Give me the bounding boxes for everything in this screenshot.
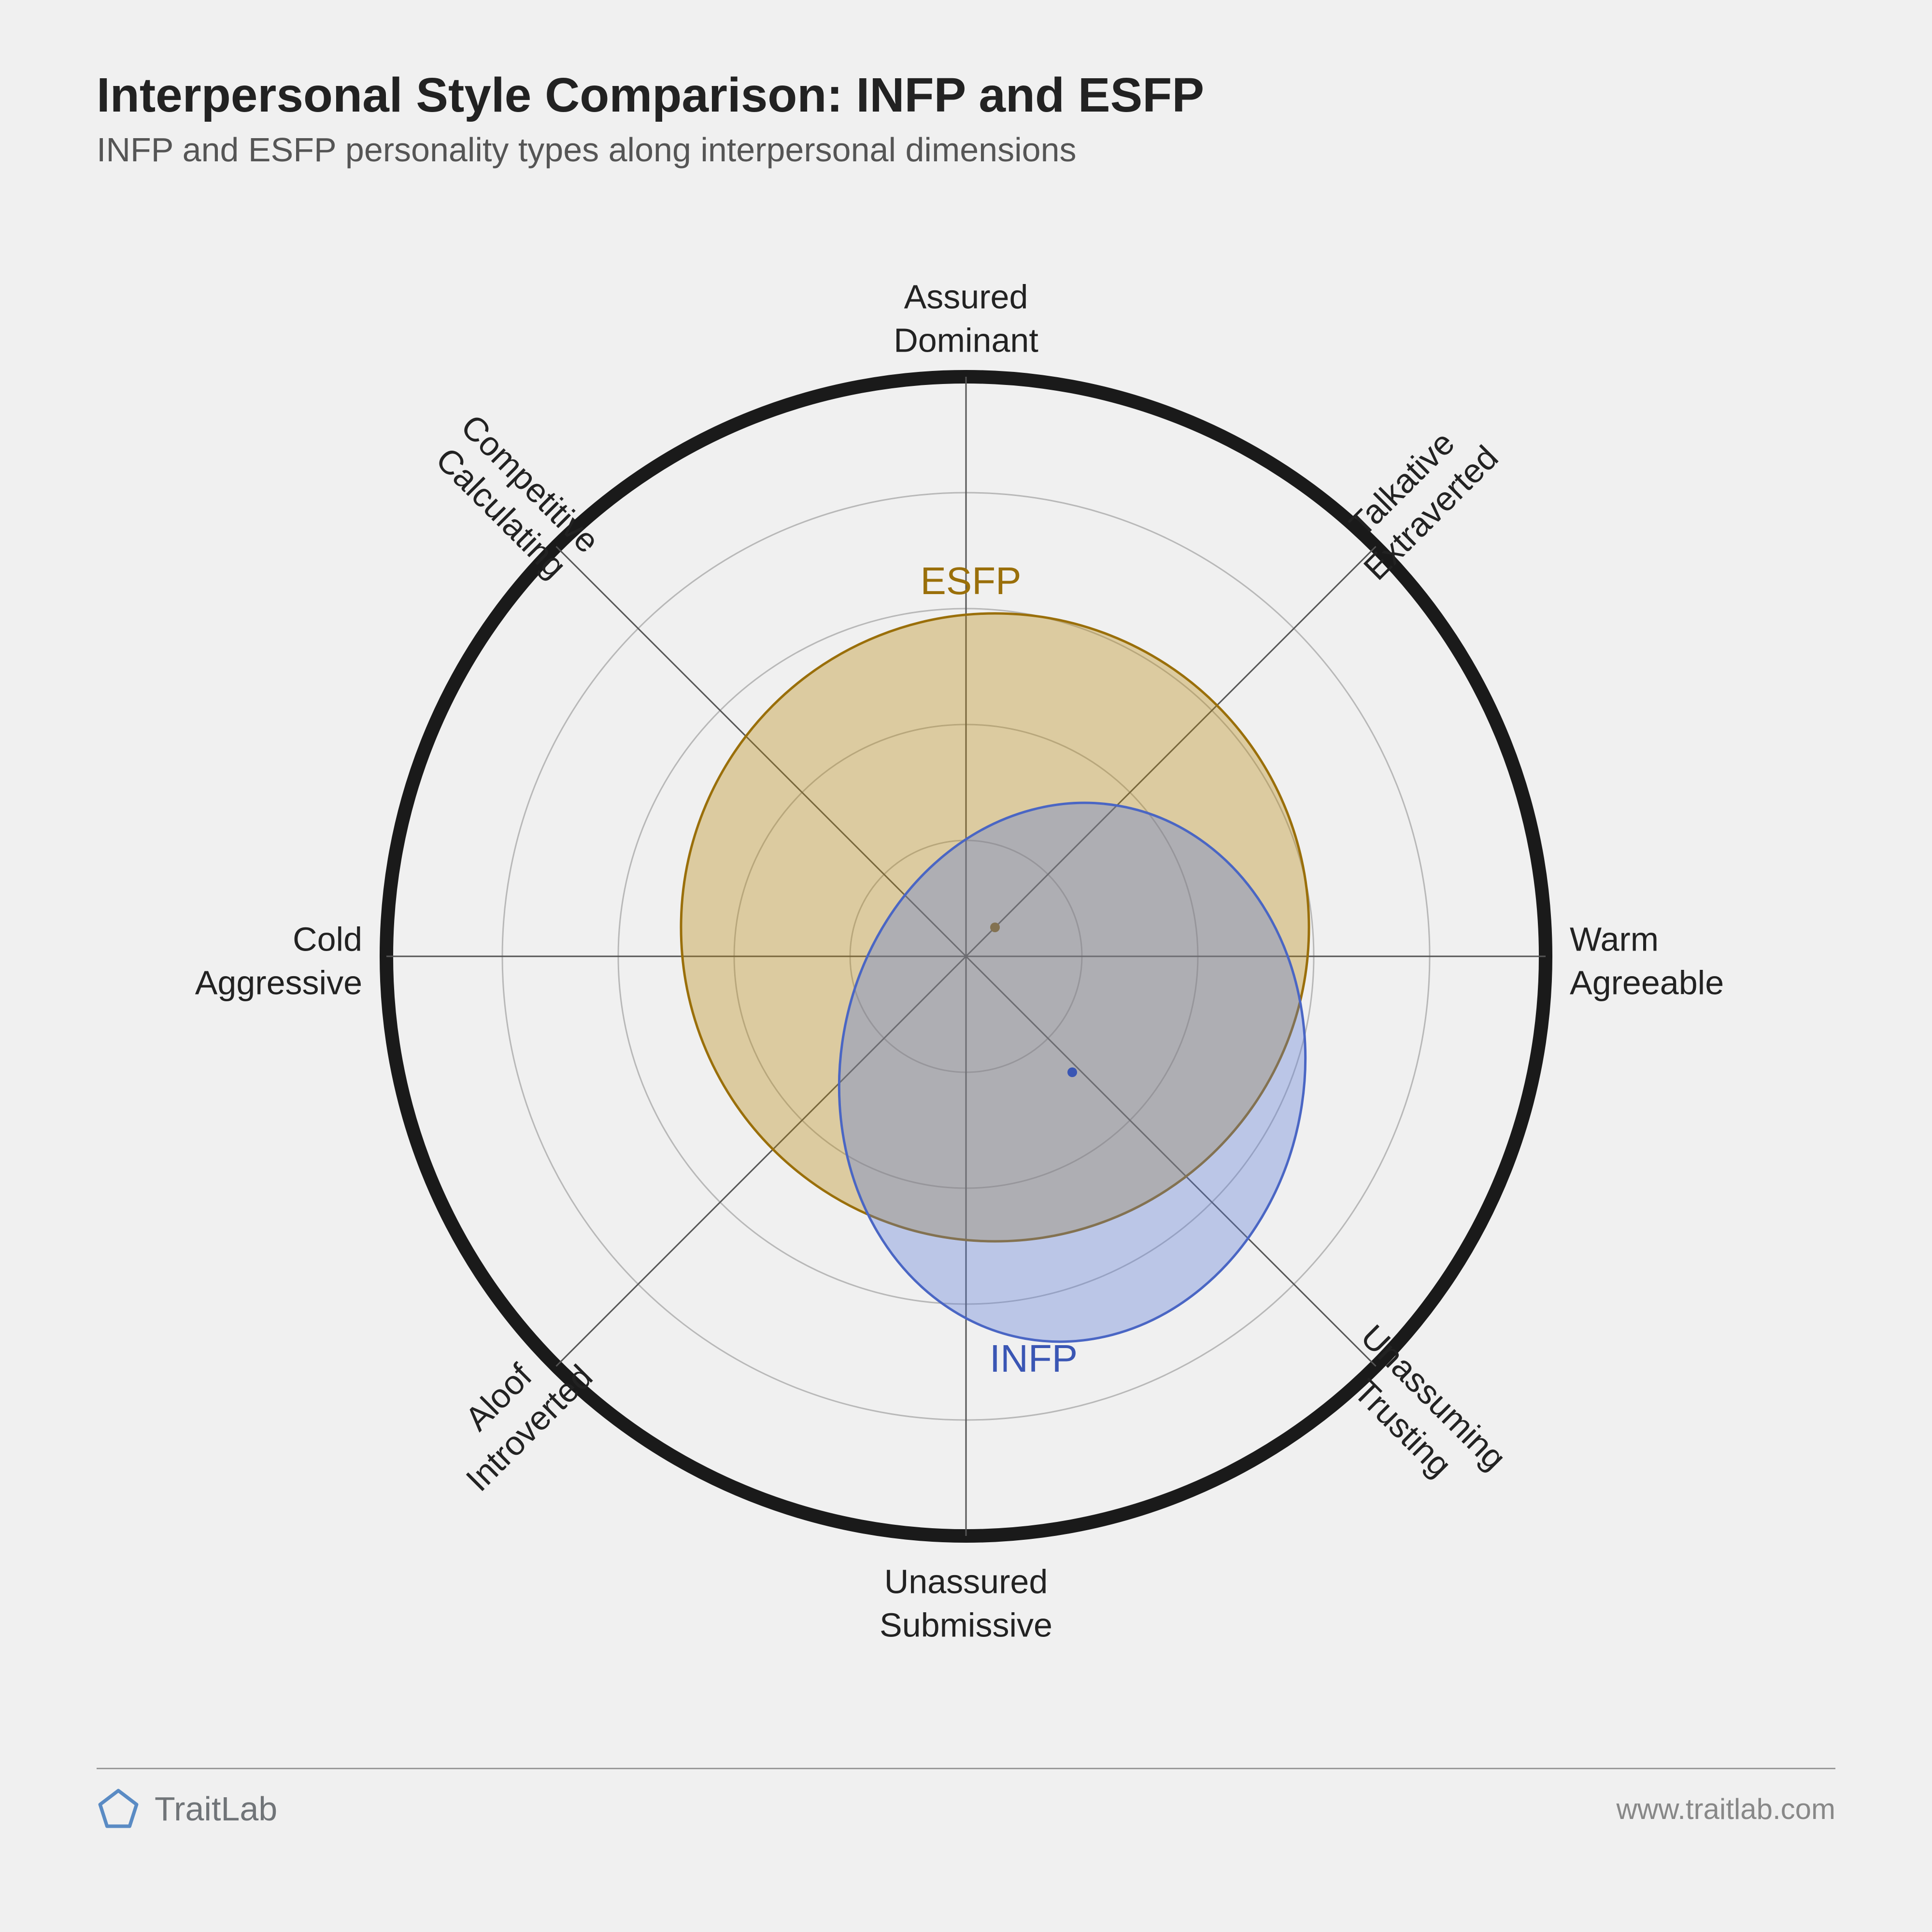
axis-label: Agreeable (1570, 964, 1724, 1001)
chart-title: Interpersonal Style Comparison: INFP and… (97, 68, 1204, 123)
axis-label: Assured (904, 278, 1028, 315)
axis-label: Submissive (880, 1606, 1052, 1644)
chart-panel: Interpersonal Style Comparison: INFP and… (39, 39, 1893, 1893)
axis-label: Unassured (884, 1563, 1048, 1600)
circumplex-chart: ESFP INFP Assured Dominant ExtravertedTalkat… (39, 184, 1893, 1729)
brand-url: www.traitlab.com (1617, 1792, 1835, 1826)
blob-label-infp: INFP (990, 1337, 1078, 1380)
axis-label-group: AloofIntroverted (428, 1327, 599, 1498)
footer: TraitLab www.traitlab.com (97, 1787, 1835, 1831)
blob-center-infp (1067, 1067, 1077, 1077)
brand-logo-icon (97, 1787, 140, 1831)
footer-divider (97, 1768, 1835, 1769)
brand: TraitLab (97, 1787, 277, 1831)
axis-label: Dominant (894, 321, 1038, 359)
axis-label-group: CalculatingCompetitive (425, 407, 607, 589)
chart-subtitle: INFP and ESFP personality types along in… (97, 130, 1077, 169)
axis-label-group: UnassumingTrusting (1323, 1318, 1513, 1508)
axis-label: Cold (293, 920, 362, 958)
axis-label: Warm (1570, 920, 1659, 958)
brand-name: TraitLab (155, 1790, 277, 1828)
blob-label-esfp: ESFP (921, 559, 1022, 602)
axis-label: Aggressive (195, 964, 362, 1001)
axis-label-group: ExtravertedTalkative (1327, 409, 1505, 587)
